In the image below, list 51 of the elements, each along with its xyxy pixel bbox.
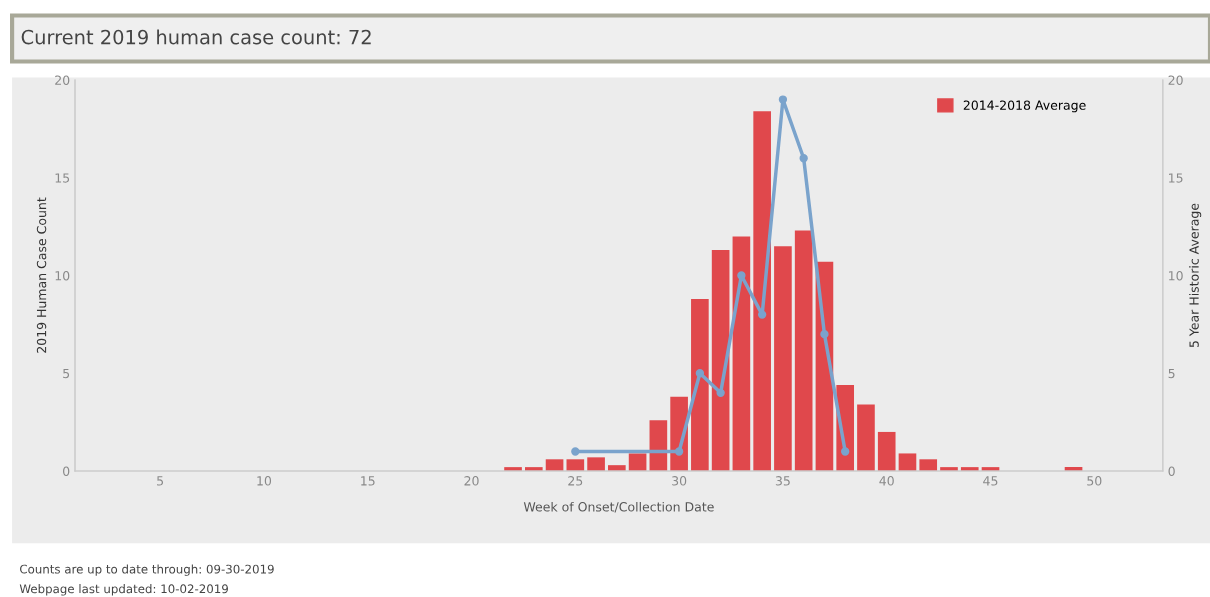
- legend-label: 2014-2018 Average: [963, 100, 1086, 113]
- text: Counts are up to date through: 09-30-2019: [20, 564, 274, 576]
- point: [695, 369, 705, 378]
- text: Webpage last updated: 10-02-2019: [19, 584, 228, 596]
- x-tick-label: 20: [464, 476, 479, 486]
- y-tick-label: 15: [55, 173, 70, 183]
- x-tick-label: 45: [983, 476, 998, 486]
- y-tick-label: 5: [63, 368, 70, 379]
- bar: [753, 111, 771, 472]
- y2-tick-label: 20: [1168, 75, 1183, 85]
- x-tick-label: 40: [879, 476, 894, 486]
- bar: [545, 459, 564, 472]
- point: [674, 447, 684, 456]
- bar: [628, 453, 647, 472]
- y2-axis-title: 5 Year Historic Average: [1189, 203, 1202, 348]
- y-tick-label: 0: [63, 466, 70, 476]
- bar: [898, 453, 917, 472]
- y2-tick-label: 10: [1169, 270, 1183, 281]
- y2-tick-label: 15: [1169, 173, 1183, 183]
- bar: [774, 246, 792, 472]
- bar: [587, 457, 605, 472]
- y2-tick-label: 0: [1168, 466, 1175, 476]
- point: [716, 388, 725, 397]
- y-axis-title: 2019 Human Case Count: [36, 197, 47, 353]
- x-tick-label: 50: [1087, 476, 1102, 486]
- point: [799, 154, 808, 163]
- bar: [857, 404, 875, 472]
- y2-tick-label: 5: [1168, 368, 1175, 379]
- point: [571, 447, 580, 456]
- point: [778, 95, 788, 104]
- bar: [732, 236, 751, 472]
- bar: [919, 459, 938, 472]
- x-tick-label: 25: [568, 476, 583, 486]
- x-tick-label: 5: [157, 476, 164, 486]
- bar: [566, 459, 585, 472]
- bar: [877, 431, 896, 472]
- x-tick-label: 15: [361, 476, 375, 486]
- x-axis-title: Week of Onset/Collection Date: [523, 501, 714, 513]
- bar: [794, 230, 813, 472]
- chart-title: Current 2019 human case count: 72: [21, 29, 371, 45]
- point: [737, 271, 746, 280]
- x-tick-label: 10: [257, 476, 272, 486]
- point: [820, 330, 829, 339]
- bar: [691, 298, 709, 472]
- x-tick-label: 35: [775, 476, 790, 486]
- point: [757, 310, 767, 319]
- point: [841, 447, 850, 456]
- bar: [711, 250, 730, 472]
- x-tick-label: 30: [672, 476, 687, 486]
- y-tick-label: 20: [55, 75, 70, 85]
- y-tick-label: 10: [55, 270, 70, 281]
